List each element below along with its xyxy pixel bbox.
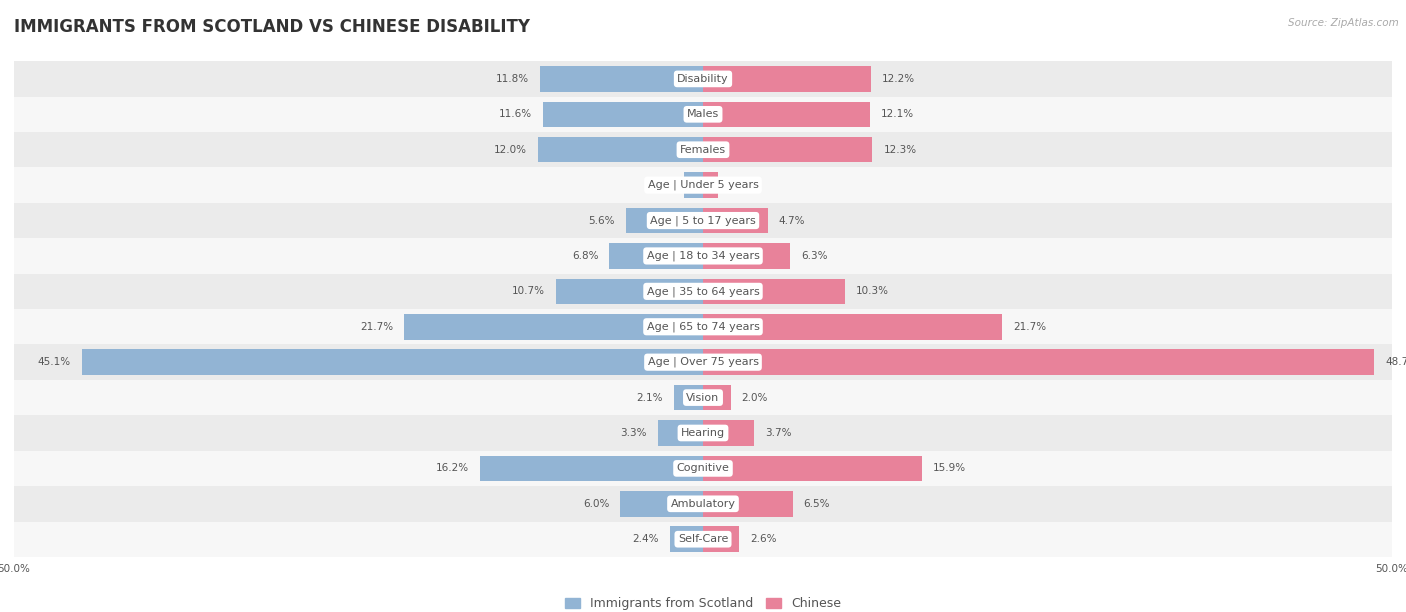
Bar: [703, 349, 1374, 375]
Bar: [703, 173, 718, 198]
Text: 21.7%: 21.7%: [1012, 322, 1046, 332]
Bar: [404, 314, 703, 340]
Text: 4.7%: 4.7%: [779, 215, 806, 226]
Bar: [658, 420, 703, 446]
Text: Age | Under 5 years: Age | Under 5 years: [648, 180, 758, 190]
Text: Source: ZipAtlas.com: Source: ZipAtlas.com: [1288, 18, 1399, 28]
Text: 15.9%: 15.9%: [934, 463, 966, 474]
Text: 3.7%: 3.7%: [765, 428, 792, 438]
Text: Ambulatory: Ambulatory: [671, 499, 735, 509]
Bar: [14, 450, 1392, 486]
Bar: [14, 486, 1392, 521]
Bar: [683, 173, 703, 198]
Bar: [14, 380, 1392, 416]
Text: 2.0%: 2.0%: [741, 392, 768, 403]
Bar: [14, 309, 1392, 345]
Bar: [14, 238, 1392, 274]
Text: 12.0%: 12.0%: [494, 144, 527, 155]
Text: 6.0%: 6.0%: [583, 499, 609, 509]
Bar: [703, 491, 793, 517]
Text: 5.6%: 5.6%: [588, 215, 614, 226]
Bar: [82, 349, 703, 375]
Text: Age | Over 75 years: Age | Over 75 years: [648, 357, 758, 367]
Text: 16.2%: 16.2%: [436, 463, 468, 474]
Bar: [14, 416, 1392, 450]
Text: 11.8%: 11.8%: [496, 74, 530, 84]
Text: 21.7%: 21.7%: [360, 322, 392, 332]
Bar: [669, 526, 703, 552]
Text: 12.1%: 12.1%: [880, 110, 914, 119]
Bar: [479, 456, 703, 481]
Bar: [703, 208, 768, 233]
Bar: [14, 168, 1392, 203]
Text: 12.2%: 12.2%: [882, 74, 915, 84]
Bar: [673, 385, 703, 410]
Text: IMMIGRANTS FROM SCOTLAND VS CHINESE DISABILITY: IMMIGRANTS FROM SCOTLAND VS CHINESE DISA…: [14, 18, 530, 36]
Text: 6.8%: 6.8%: [572, 251, 599, 261]
Text: 10.3%: 10.3%: [856, 286, 889, 296]
Text: Age | 35 to 64 years: Age | 35 to 64 years: [647, 286, 759, 297]
Bar: [703, 420, 754, 446]
Text: 45.1%: 45.1%: [38, 357, 70, 367]
Text: 6.3%: 6.3%: [801, 251, 827, 261]
Text: Age | 5 to 17 years: Age | 5 to 17 years: [650, 215, 756, 226]
Text: Self-Care: Self-Care: [678, 534, 728, 544]
Bar: [703, 137, 873, 162]
Bar: [14, 61, 1392, 97]
Text: 1.4%: 1.4%: [647, 180, 672, 190]
Text: 11.6%: 11.6%: [499, 110, 531, 119]
Text: Age | 65 to 74 years: Age | 65 to 74 years: [647, 321, 759, 332]
Text: 48.7%: 48.7%: [1385, 357, 1406, 367]
Bar: [703, 456, 922, 481]
Text: 1.1%: 1.1%: [730, 180, 755, 190]
Bar: [703, 385, 731, 410]
Text: Vision: Vision: [686, 392, 720, 403]
Text: 10.7%: 10.7%: [512, 286, 544, 296]
Bar: [14, 203, 1392, 238]
Text: 6.5%: 6.5%: [804, 499, 830, 509]
Bar: [14, 97, 1392, 132]
Bar: [620, 491, 703, 517]
Text: Males: Males: [688, 110, 718, 119]
Bar: [703, 66, 872, 92]
Text: Females: Females: [681, 144, 725, 155]
Bar: [543, 102, 703, 127]
Bar: [703, 102, 870, 127]
Text: 12.3%: 12.3%: [883, 144, 917, 155]
Bar: [703, 526, 738, 552]
Text: 2.1%: 2.1%: [637, 392, 664, 403]
Bar: [703, 314, 1002, 340]
Bar: [703, 243, 790, 269]
Text: 2.4%: 2.4%: [633, 534, 659, 544]
Text: Disability: Disability: [678, 74, 728, 84]
Bar: [14, 521, 1392, 557]
Bar: [609, 243, 703, 269]
Bar: [537, 137, 703, 162]
Bar: [626, 208, 703, 233]
Bar: [540, 66, 703, 92]
Text: 3.3%: 3.3%: [620, 428, 647, 438]
Bar: [14, 132, 1392, 168]
Bar: [703, 278, 845, 304]
Text: Cognitive: Cognitive: [676, 463, 730, 474]
Legend: Immigrants from Scotland, Chinese: Immigrants from Scotland, Chinese: [560, 592, 846, 612]
Bar: [14, 274, 1392, 309]
Bar: [14, 345, 1392, 380]
Bar: [555, 278, 703, 304]
Text: Age | 18 to 34 years: Age | 18 to 34 years: [647, 251, 759, 261]
Text: Hearing: Hearing: [681, 428, 725, 438]
Text: 2.6%: 2.6%: [749, 534, 776, 544]
